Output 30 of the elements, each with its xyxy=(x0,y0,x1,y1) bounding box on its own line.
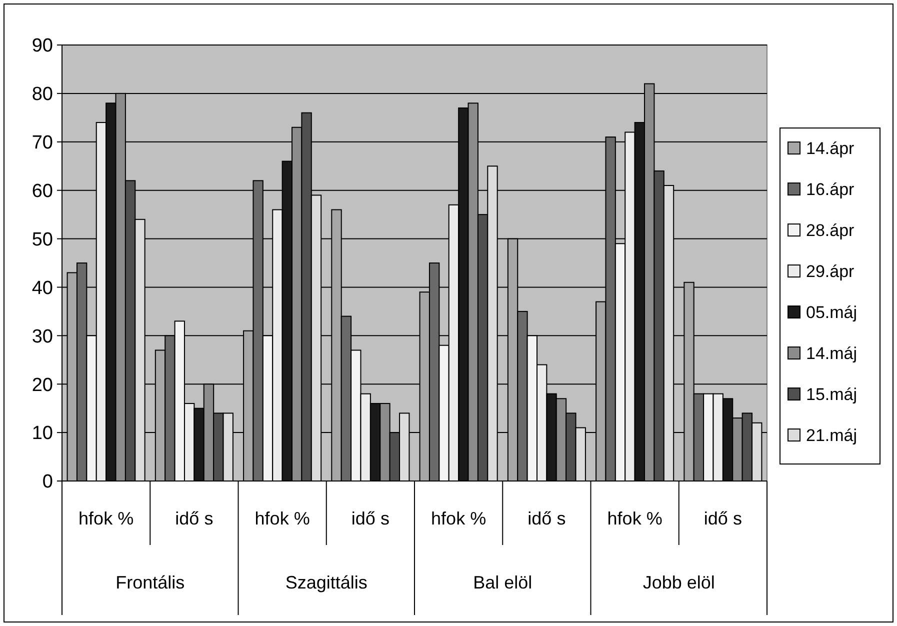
x-tick-label: idő s xyxy=(704,508,742,528)
y-tick-label: 30 xyxy=(32,326,53,348)
x-tick-label: hfok % xyxy=(254,508,310,528)
text: Jobb elöl xyxy=(642,572,715,592)
y-tick-label: 50 xyxy=(32,229,53,250)
legend-label: 28.ápr xyxy=(806,220,855,240)
x-tick-label: hfok % xyxy=(78,508,134,528)
legend-label: 16.ápr xyxy=(806,180,855,199)
y-tick-label: 90 xyxy=(32,36,53,57)
y-tick-label: 70 xyxy=(32,132,53,154)
y-tick-label: 20 xyxy=(32,374,53,396)
y-tick-label: 60 xyxy=(32,180,53,202)
x-tick-label: hfok % xyxy=(607,508,662,528)
x-tick-label: idő s xyxy=(351,508,390,528)
y-tick-label: 0 xyxy=(42,472,53,493)
x-tick-label: hfok % xyxy=(431,508,486,528)
legend-label: 15.máj xyxy=(806,384,858,404)
text: Szagittális xyxy=(285,572,368,592)
legend-label: 14.máj xyxy=(806,344,858,363)
legend-label: 21.máj xyxy=(806,426,858,445)
x-tick-label: idő s xyxy=(528,508,566,528)
text: Bal elöl xyxy=(473,572,532,592)
y-tick-label: 80 xyxy=(32,84,53,106)
legend-label: 14.ápr xyxy=(806,138,855,158)
y-tick-label: 40 xyxy=(32,278,53,299)
legend-label: 05.máj xyxy=(806,302,858,322)
legend-label: 29.ápr xyxy=(806,262,855,281)
text: Frontális xyxy=(116,572,185,592)
y-tick-label: 10 xyxy=(32,423,53,444)
x-tick-label: idő s xyxy=(175,508,214,528)
